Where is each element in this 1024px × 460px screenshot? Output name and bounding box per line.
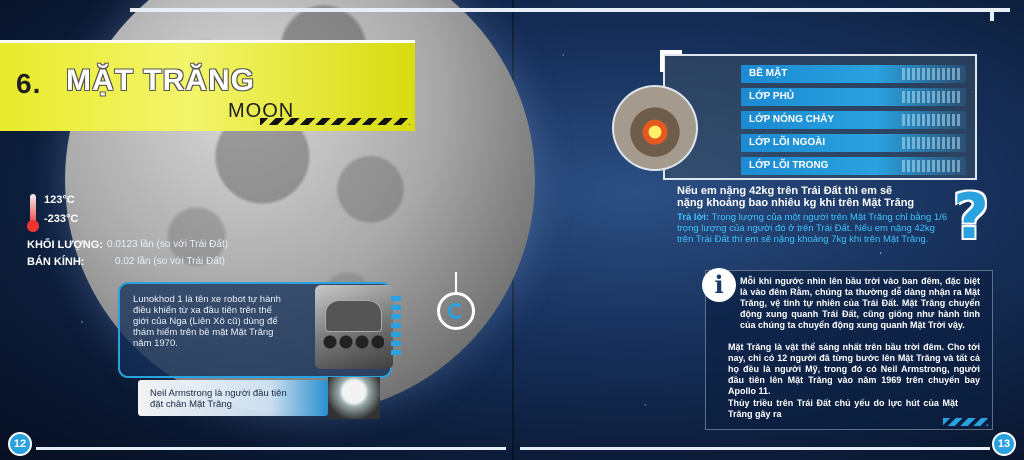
side-bar-stripes: [391, 296, 401, 356]
info-paragraph: Thủy triều trên Trái Đất chủ yếu do lực …: [728, 398, 958, 419]
temperature-low: -233°C: [44, 213, 79, 225]
question-mark-icon: ?: [953, 180, 989, 253]
lunokhod-line: giới của Nga (Liên Xô cũ) dùng để: [133, 316, 278, 327]
info-box: [705, 270, 993, 430]
armstrong-text: Neil Armstrong là người đầu tiên đặt châ…: [150, 388, 287, 410]
info-paragraph: Mặt Trăng là vật thể sáng nhất trên bầu …: [728, 342, 980, 396]
armstrong-photo: [328, 377, 380, 419]
lunokhod-line: thám hiểm trên bề mặt Mặt Trăng: [133, 327, 274, 338]
armstrong-line: Neil Armstrong là người đầu tiên: [150, 388, 287, 399]
page-number-left: 12: [8, 432, 32, 456]
mass-label: KHỐI LƯỢNG:: [27, 239, 103, 251]
lunokhod-line: điều khiển từ xa đầu tiên trên thế: [133, 305, 272, 316]
bottom-border-left: [36, 447, 506, 450]
answer-line: trọng lượng của người đó ở trên Trái Đất…: [677, 223, 935, 234]
layer-label: LỚP LÕI NGOÀI: [749, 137, 826, 148]
panel-corner: [660, 50, 682, 72]
radius-value: 0.02 lần (so với Trái Đất): [115, 256, 225, 267]
answer-line: Trọng lượng của một người trên Mặt Trăng…: [709, 212, 948, 223]
thermometer-icon: [30, 194, 36, 224]
answer-prefix: Trả lời:: [677, 212, 710, 223]
layer-label: LỚP LÕI TRONG: [749, 160, 829, 171]
armstrong-line: đặt chân Mặt Trăng: [150, 399, 232, 410]
info-icon: i: [702, 268, 736, 302]
layer-label: LỚP NÓNG CHẢY: [749, 114, 835, 125]
rover-body: [325, 300, 382, 332]
lunokhod-text: Lunokhod 1 là tên xe robot tự hành điều …: [133, 294, 281, 349]
info-hazard-stripes: [943, 418, 988, 426]
lunokhod-line: Lunokhod 1 là tên xe robot tự hành: [133, 294, 281, 305]
layer-label: LỚP PHỦ: [749, 91, 795, 102]
layer-molten: LỚP NÓNG CHẢY: [741, 111, 966, 129]
temperature-high: 123°C: [44, 194, 75, 206]
armstrong-card: [138, 380, 328, 416]
layer-surface: BỀ MẶT: [741, 65, 966, 83]
top-border-end: [990, 12, 994, 21]
layer-stripes: [902, 91, 962, 103]
question-line: nặng khoảng bao nhiêu kg khi trên Mặt Tr…: [677, 197, 915, 209]
page-number-right: 13: [992, 432, 1016, 456]
target-inner-ring: [448, 303, 464, 319]
layer-label: BỀ MẶT: [749, 68, 788, 79]
answer-line: trên Trái Đất thì em sẽ nặng khoảng 7kg …: [677, 234, 929, 245]
rover-wheels: [322, 335, 384, 349]
bottom-border-right: [520, 447, 990, 450]
layer-stripes: [902, 114, 962, 126]
layer-inner-core: LỚP LÕI TRONG: [741, 157, 966, 175]
question-line: Nếu em nặng 42kg trên Trái Đất thì em sẽ: [677, 185, 893, 197]
target-icon: [437, 292, 475, 330]
moon-core-diagram: [612, 85, 698, 171]
page-subtitle: MOON: [228, 100, 295, 122]
chapter-number: 6.: [16, 68, 42, 99]
layer-stripes: [902, 68, 962, 80]
thermometer-bulb: [27, 220, 39, 232]
quiz-answer: Trả lời: Trọng lượng của một người trên …: [677, 212, 967, 245]
title-hazard-stripes: [260, 118, 410, 125]
top-border-line: [130, 8, 1010, 12]
quiz-question: Nếu em nặng 42kg trên Trái Đất thì em sẽ…: [677, 185, 977, 209]
title-banner: [0, 40, 415, 131]
page-title: MẶT TRĂNG: [66, 64, 255, 97]
mass-value: 0.0123 lần (so với Trái Đất): [107, 239, 229, 250]
layer-mantle: LỚP PHỦ: [741, 88, 966, 106]
target-connector: [455, 272, 457, 292]
layer-outer-core: LỚP LÕI NGOÀI: [741, 134, 966, 152]
radius-label: BÁN KÍNH:: [27, 256, 85, 268]
info-paragraph: Mỗi khi ngước nhìn lên bầu trời vào ban …: [740, 276, 980, 330]
layer-stripes: [902, 137, 962, 149]
lunokhod-line: năm 1970.: [133, 338, 178, 349]
layer-stripes: [902, 160, 962, 172]
